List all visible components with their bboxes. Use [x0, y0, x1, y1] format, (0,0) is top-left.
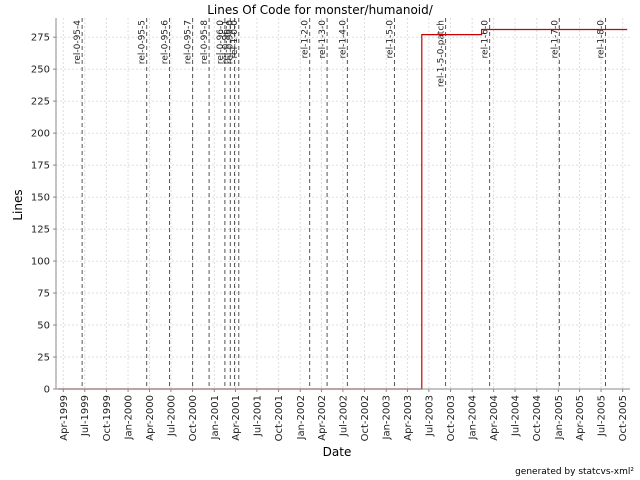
x-tick-label: Jan-2001	[210, 395, 221, 440]
y-tick-label: 225	[31, 97, 50, 108]
x-tick-label: Apr-2005	[575, 395, 586, 441]
tag-marker-label: rel-0-96-1	[221, 20, 231, 64]
y-tick-label: 75	[37, 289, 50, 300]
x-tick-label: Apr-2003	[403, 395, 414, 441]
x-ticks: Apr-1999 Jul-1999 Oct-1999 Jan-2000 Apr-2000…	[59, 389, 629, 441]
tag-marker-label: rel-1-7-0	[550, 20, 560, 59]
x-tick-label: Jan-2004	[468, 395, 479, 440]
tag-marker-label: rel-0-95-8	[200, 20, 210, 64]
tag-marker-label: rel-0-95-5	[138, 20, 148, 64]
x-tick-label: Jul-2001	[252, 395, 263, 437]
x-tick-label: Jul-2005	[597, 395, 608, 437]
y-tick-label: 25	[37, 353, 50, 364]
x-tick-label: Jan-2000	[124, 395, 135, 440]
y-tick-label: 100	[31, 257, 50, 268]
x-tick-label: Jul-2000	[166, 395, 177, 437]
tag-marker-label: rel-1-5-0-patch	[437, 20, 447, 87]
tag-marker-label: rel-1-8-0	[597, 20, 607, 59]
tag-marker-label: rel-0-99-0	[226, 20, 236, 64]
y-tick-label: 200	[31, 129, 50, 140]
y-tick-label: 250	[31, 65, 50, 76]
x-tick-label: Oct-2003	[446, 395, 457, 441]
tag-marker-label: rel-1-3-0	[318, 20, 328, 59]
tag-marker-label: rel-0-95-6	[161, 20, 171, 64]
y-tick-label: 275	[31, 33, 50, 44]
tag-marker-label: rel-1-0-0	[230, 20, 240, 59]
x-tick-label: Apr-1999	[59, 395, 70, 441]
x-tick-label: Jul-2002	[338, 395, 349, 437]
x-tick-label: Jan-2003	[382, 395, 393, 440]
x-tick-label: Oct-2005	[618, 395, 629, 441]
tag-marker-label: rel-1-6-0	[481, 20, 491, 59]
tag-marker-label: rel-0-96-0	[216, 20, 226, 64]
y-ticks: 0 25 50 75 100 125 150 175 200 225 250 275	[31, 33, 56, 396]
tag-marker-label: rel-0-95-7	[184, 20, 194, 64]
x-tick-label: Oct-2004	[532, 395, 543, 441]
x-axis-label: Date	[323, 445, 352, 459]
tag-marker-label: rel-0-95-4	[73, 20, 83, 64]
x-tick-label: Oct-2001	[274, 395, 285, 441]
x-tick-label: Oct-2000	[188, 395, 199, 441]
footer-credit: generated by statcvs-xml²	[515, 467, 634, 477]
x-tick-label: Jan-2005	[554, 395, 565, 440]
x-tick-label: Jul-1999	[80, 395, 91, 437]
y-tick-label: 0	[44, 385, 50, 396]
x-tick-label: Apr-2002	[317, 395, 328, 441]
x-tick-label: Apr-2004	[489, 395, 500, 441]
y-axis-label: Lines	[11, 189, 25, 220]
tag-markers: rel-0-95-4 rel-0-95-5 rel-0-95-6 rel-0-95-7…	[73, 18, 607, 389]
x-tick-label: Jan-2002	[296, 395, 307, 440]
x-tick-label: Apr-2001	[231, 395, 242, 441]
y-tick-label: 150	[31, 193, 50, 204]
x-tick-label: Oct-2002	[360, 395, 371, 441]
y-tick-label: 125	[31, 225, 50, 236]
x-tick-label: Oct-1999	[102, 395, 113, 441]
x-tick-label: Jul-2004	[511, 395, 522, 437]
y-tick-label: 50	[37, 321, 50, 332]
tag-marker-label: rel-1-4-0	[338, 20, 348, 59]
y-tick-label: 175	[31, 161, 50, 172]
x-tick-label: Apr-2000	[145, 395, 156, 441]
chart-title: Lines Of Code for monster/humanoid/	[207, 3, 434, 17]
x-tick-label: Jul-2003	[424, 395, 435, 437]
tag-marker-label: rel-1-5-0	[385, 20, 395, 59]
tag-marker-label: rel-1-2-0	[301, 20, 311, 59]
grid	[56, 18, 630, 390]
